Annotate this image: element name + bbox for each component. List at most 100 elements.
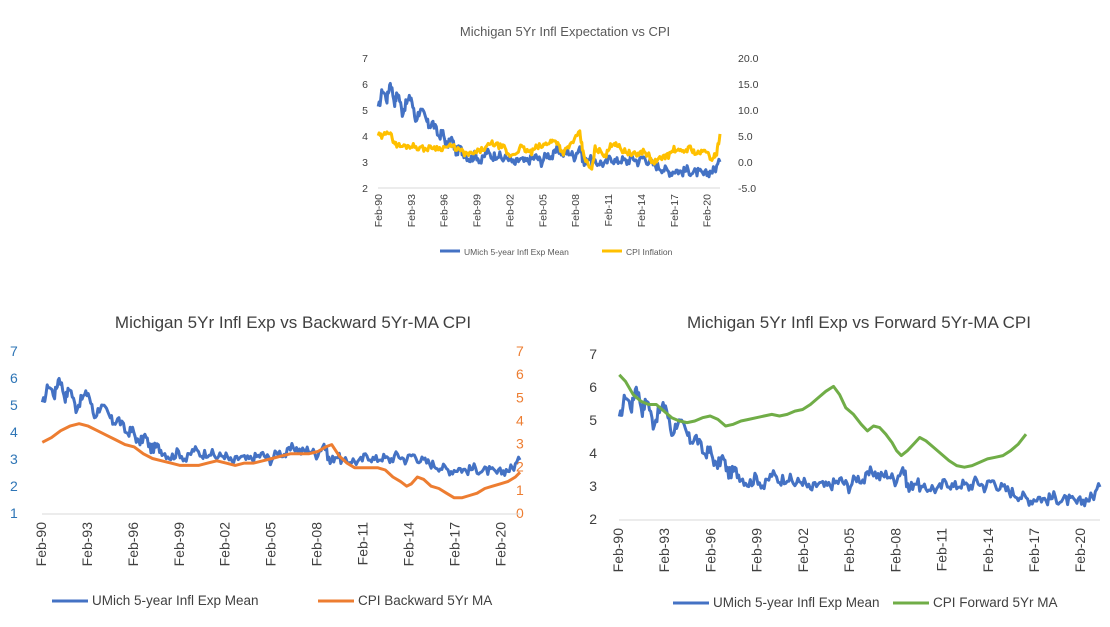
legend-label: UMich 5-year Infl Exp Mean — [713, 595, 880, 610]
legend: UMich 5-year Infl Exp Mean CPI Forward 5Y… — [673, 595, 1058, 610]
y-right-tick-label: 10.0 — [738, 105, 759, 117]
x-tick-label: Feb-90 — [373, 194, 385, 227]
legend: UMich 5-year Infl Exp Mean CPI Backward 5… — [52, 593, 492, 608]
series-line-1 — [376, 129, 722, 171]
series-group — [40, 376, 522, 500]
y-right-tick-label: 0 — [516, 505, 524, 521]
y-right-tick-label: -5.0 — [738, 183, 756, 195]
y-axis-left: 7 6 5 4 3 2 — [589, 346, 597, 527]
y-left-tick-label: 1 — [10, 505, 18, 521]
x-tick-label: Feb-05 — [537, 194, 549, 227]
x-tick-label: Feb-17 — [446, 522, 462, 567]
y-left-tick-label: 5 — [589, 412, 597, 428]
x-tick-label: Feb-99 — [472, 194, 484, 227]
y-right-tick-label: 6 — [516, 366, 524, 382]
y-left-tick-label: 7 — [589, 346, 597, 362]
x-tick-label: Feb-11 — [934, 528, 950, 572]
x-tick-label: Feb-17 — [1026, 528, 1042, 573]
series-line-1 — [618, 373, 1028, 469]
x-tick-label: Feb-11 — [355, 522, 371, 566]
legend-label: UMich 5-year Infl Exp Mean — [464, 247, 569, 257]
y-left-tick-label: 2 — [10, 478, 18, 494]
y-axis-right: 20.0 15.0 10.0 5.0 0.0 -5.0 — [738, 53, 759, 195]
y-left-tick-label: 4 — [10, 424, 18, 440]
x-tick-label: Feb-90 — [610, 528, 626, 573]
y-left-tick-label: 4 — [589, 445, 597, 461]
x-axis: Feb-90 Feb-93 Feb-96 Feb-99 Feb-02 Feb-05 Feb-… — [373, 187, 720, 227]
x-tick-label: Feb-93 — [656, 528, 672, 573]
x-tick-label: Feb-20 — [702, 194, 714, 227]
y-left-tick-label: 7 — [362, 53, 368, 65]
chart-title: Michigan 5Yr Infl Expectation vs CPI — [460, 24, 670, 39]
y-right-tick-label: 15.0 — [738, 79, 759, 91]
chart-title: Michigan 5Yr Infl Exp vs Backward 5Yr-MA… — [115, 313, 471, 332]
x-tick-label: Feb-02 — [217, 522, 233, 567]
chart-umich-vs-backward-ma: Michigan 5Yr Infl Exp vs Backward 5Yr-MA… — [0, 300, 540, 627]
y-left-tick-label: 4 — [362, 131, 368, 143]
x-tick-label: Feb-99 — [171, 522, 187, 567]
series-line-1 — [41, 422, 522, 500]
y-right-tick-label: 20.0 — [738, 53, 759, 65]
chart-top-svg: Michigan 5Yr Infl Expectation vs CPI 7 6 5… — [362, 24, 759, 257]
chart-umich-vs-cpi: Michigan 5Yr Infl Expectation vs CPI 7 6 5… — [330, 10, 770, 270]
y-left-tick-label: 5 — [362, 105, 368, 117]
x-tick-label: Feb-02 — [504, 194, 516, 227]
y-right-tick-label: 4 — [516, 412, 524, 428]
x-tick-label: Feb-93 — [406, 194, 418, 227]
y-left-tick-label: 7 — [10, 343, 18, 359]
y-right-tick-label: 0.0 — [738, 157, 753, 169]
y-left-tick-label: 6 — [10, 370, 18, 386]
y-left-tick-label: 3 — [10, 451, 18, 467]
series-line-0 — [376, 81, 722, 179]
x-tick-label: Feb-17 — [669, 194, 681, 227]
legend-label: CPI Inflation — [626, 247, 673, 257]
x-tick-label: Feb-08 — [309, 522, 325, 567]
y-left-tick-label: 3 — [362, 157, 368, 169]
y-left-tick-label: 2 — [589, 511, 597, 527]
y-right-tick-label: 5.0 — [738, 131, 753, 143]
y-right-tick-label: 3 — [516, 436, 524, 452]
y-axis-left: 7 6 5 4 3 2 — [362, 53, 368, 195]
x-tick-label: Feb-05 — [841, 528, 857, 573]
legend-label: UMich 5-year Infl Exp Mean — [92, 593, 259, 608]
x-tick-label: Feb-14 — [980, 528, 996, 573]
y-right-tick-label: 1 — [516, 482, 524, 498]
x-tick-label: Feb-02 — [795, 528, 811, 573]
y-left-tick-label: 5 — [10, 397, 18, 413]
y-left-tick-label: 2 — [362, 183, 368, 195]
x-tick-label: Feb-20 — [492, 522, 508, 567]
chart-umich-vs-forward-ma: Michigan 5Yr Infl Exp vs Forward 5Yr-MA … — [575, 300, 1110, 627]
series-line-0 — [617, 385, 1102, 508]
chart-title: Michigan 5Yr Infl Exp vs Forward 5Yr-MA … — [687, 313, 1031, 332]
x-tick-label: Feb-11 — [603, 194, 615, 227]
x-tick-label: Feb-93 — [79, 522, 95, 567]
y-left-tick-label: 6 — [362, 79, 368, 91]
chart-left-svg: Michigan 5Yr Infl Exp vs Backward 5Yr-MA… — [10, 313, 524, 608]
x-tick-label: Feb-96 — [439, 194, 451, 227]
y-right-tick-label: 7 — [516, 343, 524, 359]
x-tick-label: Feb-96 — [702, 528, 718, 573]
x-axis: Feb-90 Feb-93 Feb-96 Feb-99 Feb-02 Feb-05 Feb-… — [33, 513, 520, 567]
y-left-tick-label: 6 — [589, 379, 597, 395]
x-tick-label: Feb-14 — [400, 522, 416, 567]
x-axis: Feb-90 Feb-93 Feb-96 Feb-99 Feb-02 Feb-05 Feb-… — [610, 519, 1100, 573]
x-tick-label: Feb-96 — [125, 522, 141, 567]
x-tick-label: Feb-14 — [636, 194, 648, 227]
x-tick-label: Feb-08 — [570, 194, 582, 227]
y-axis-right: 7 6 5 4 3 2 1 0 — [516, 343, 524, 521]
x-tick-label: Feb-05 — [263, 522, 279, 567]
series-group — [617, 373, 1102, 508]
x-tick-label: Feb-99 — [749, 528, 765, 573]
y-right-tick-label: 5 — [516, 389, 524, 405]
y-left-tick-label: 3 — [589, 478, 597, 494]
legend-label: CPI Backward 5Yr MA — [358, 593, 492, 608]
legend-label: CPI Forward 5Yr MA — [933, 595, 1058, 610]
y-axis-left: 7 6 5 4 3 2 1 — [10, 343, 18, 521]
series-line-0 — [40, 376, 522, 477]
x-tick-label: Feb-90 — [33, 522, 49, 567]
x-tick-label: Feb-20 — [1072, 528, 1088, 573]
y-right-tick-label: 2 — [516, 459, 524, 475]
chart-right-svg: Michigan 5Yr Infl Exp vs Forward 5Yr-MA … — [589, 313, 1102, 610]
legend: UMich 5-year Infl Exp Mean CPI Inflation — [440, 247, 673, 257]
series-group — [376, 81, 722, 179]
